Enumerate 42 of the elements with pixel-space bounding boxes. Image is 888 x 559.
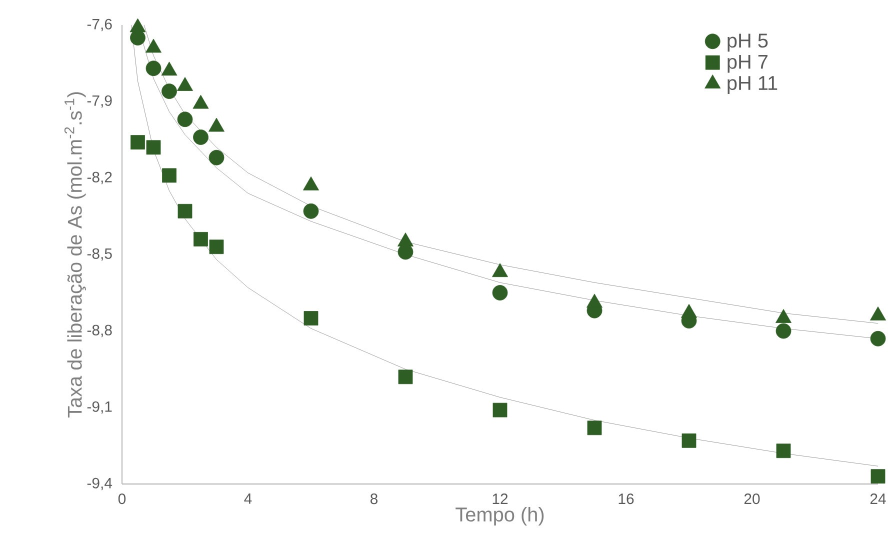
point: [682, 433, 696, 448]
x-tick-label: 8: [370, 494, 378, 504]
point: [398, 370, 413, 384]
point: [870, 330, 886, 346]
x-tick-label: 16: [618, 494, 634, 504]
legend-label: pH 5: [728, 34, 768, 52]
point: [492, 402, 508, 418]
point: [194, 232, 208, 246]
point: [162, 168, 176, 183]
legend-label: pH 11: [728, 76, 778, 94]
y-axis-title: Taxa de liberação de As (mol.m$^{-2}$.s$^{-1}$): [64, 92, 86, 418]
point: [776, 444, 791, 458]
y-tick-label: -8,8: [87, 324, 112, 338]
point: [146, 60, 162, 76]
point: [587, 420, 602, 436]
point: [177, 112, 193, 128]
x-axis-title: Tempo (h): [456, 506, 544, 526]
x-tick-label: 12: [492, 494, 508, 504]
y-tick-label: -8,5: [87, 248, 112, 261]
y-tick-label: -7,9: [87, 95, 112, 108]
point: [304, 311, 318, 326]
point: [162, 84, 177, 99]
x-tick-label: 4: [244, 494, 252, 504]
point: [870, 469, 886, 484]
point: [178, 204, 192, 218]
point: [130, 135, 145, 150]
x-tick-label: 24: [870, 494, 886, 504]
point: [776, 323, 792, 339]
legend-label: pH 7: [728, 54, 768, 73]
point: [193, 129, 208, 145]
point: [209, 240, 224, 254]
x-tick-label: 0: [118, 494, 126, 504]
point: [492, 285, 508, 300]
x-tick-label: 20: [744, 494, 760, 504]
point: [146, 140, 161, 155]
y-tick-label: -9,4: [87, 478, 112, 490]
y-tick-label: -9,1: [87, 401, 112, 414]
y-tick-label: -8,2: [87, 172, 112, 184]
point: [208, 150, 224, 166]
y-tick-label: -7,6: [87, 18, 112, 32]
point: [303, 203, 319, 219]
point: [398, 244, 414, 260]
